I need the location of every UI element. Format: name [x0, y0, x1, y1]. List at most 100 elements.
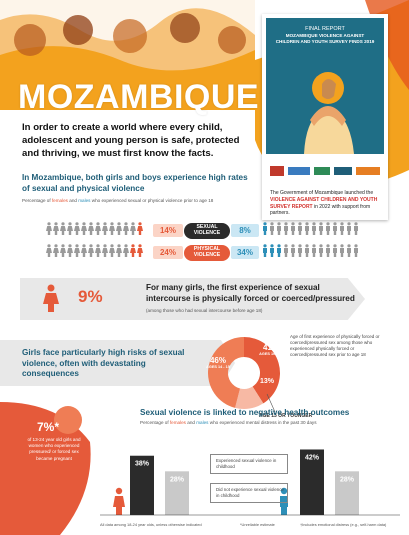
caption-females: females	[51, 198, 68, 203]
violence-caption: Percentage of females and males who expe…	[22, 198, 213, 203]
donut-age-16-17: AGES 16 - 17	[259, 352, 283, 356]
sexual-badge-line2: VIOLENCE	[193, 230, 221, 236]
female-person-icon	[53, 244, 59, 257]
donut-slice-46	[207, 337, 244, 408]
male-person-icon	[277, 222, 281, 235]
outcomes-caption-females: females	[169, 420, 186, 425]
female-person-icon	[46, 222, 52, 235]
intro-statement: In order to create a world where every c…	[22, 122, 240, 159]
outcomes-bar-chart: 38% 42% 28% 28%	[100, 449, 400, 516]
outcomes-caption-suffix: who experienced mental distress in the p…	[209, 420, 317, 425]
bar-females-experienced	[130, 455, 154, 515]
male-icons-sexual	[262, 222, 359, 235]
female-person-icon	[67, 222, 73, 235]
cover-image: FINAL REPORT MOZAMBIQUE VIOLENCE AGAINST…	[266, 18, 384, 154]
donut-label-46: 46% AGES 14 - 15	[203, 356, 233, 369]
male-person-icon	[354, 244, 358, 257]
male-person-icon	[277, 244, 281, 257]
female-person-icon	[102, 244, 108, 257]
donut-label-41: 41% AGES 16 - 17	[259, 343, 283, 356]
cover-text-after: in 2022 with support from partners.	[270, 203, 371, 217]
donut-pct-46: 46%	[209, 356, 226, 365]
female-person-icon	[102, 222, 108, 235]
male-person-icon	[326, 244, 330, 257]
female-person-icon	[60, 222, 66, 235]
sexual-violence-badge: SEXUAL VIOLENCE	[184, 223, 230, 239]
bar-females-not-experienced	[165, 471, 189, 515]
cover-text-before: The Government of Mozambique launched th…	[270, 190, 374, 196]
female-person-icon	[88, 244, 94, 257]
male-person-icon	[347, 222, 351, 235]
male-person-icon	[305, 244, 309, 257]
female-person-icon	[109, 222, 115, 235]
header-silhouettes-graphic	[0, 0, 255, 110]
female-person-icon	[123, 222, 129, 235]
outcomes-caption-males: males	[196, 420, 209, 425]
female-person-icon	[109, 244, 115, 257]
caption-and: and	[69, 198, 77, 203]
physical-badge-line1: PHYSICAL	[193, 246, 221, 253]
male-person-icon	[270, 244, 274, 257]
male-person-icon	[284, 244, 288, 257]
footer-note-left: All data among 18-24 year olds, unless o…	[100, 522, 202, 527]
cover-final-report: FINAL REPORT	[305, 26, 345, 32]
male-person-icon	[347, 244, 351, 257]
female-physical-pct: 24%	[153, 246, 183, 259]
male-person-icon	[291, 222, 295, 235]
report-cover[interactable]: FINAL REPORT MOZAMBIQUE VIOLENCE AGAINST…	[262, 14, 388, 220]
male-person-icon	[354, 222, 358, 235]
female-person-icon	[95, 244, 101, 257]
footer-note-mid: *Unreliable estimate	[240, 522, 275, 527]
male-icons-physical	[262, 244, 359, 257]
bar-value-label: 38%	[135, 461, 150, 468]
bar-males-experienced	[300, 449, 324, 515]
cover-description: The Government of Mozambique launched th…	[270, 190, 380, 217]
male-person-icon	[333, 244, 337, 257]
pregnancy-background-shape	[0, 402, 91, 535]
male-person-icon	[291, 244, 295, 257]
sexual-badge-line1: SEXUAL	[196, 224, 218, 231]
cover-illustration	[304, 72, 354, 154]
age-13-label: AGE 13 OR YOUNGER	[259, 413, 313, 419]
violence-heading: In Mozambique, both girls and boys exper…	[22, 173, 248, 194]
bar-value-label: 42%	[305, 454, 320, 461]
male-person-icon	[319, 222, 323, 235]
male-person-icon	[333, 222, 337, 235]
male-person-icon	[319, 244, 323, 257]
pregnancy-text: of 13-24 year old girls and women who ex…	[27, 437, 81, 461]
female-person-icon	[88, 222, 94, 235]
bar-males-not-experienced	[335, 471, 359, 515]
legend-experienced: Experienced sexual violence in childhood	[210, 454, 288, 474]
male-person-icon	[305, 222, 309, 235]
first-experience-caption: (among those who had sexual intercourse …	[146, 308, 263, 313]
physical-badge-line2: VIOLENCE	[193, 252, 221, 258]
caption-prefix: Percentage of	[22, 198, 51, 203]
female-person-icon	[130, 222, 136, 235]
female-person-icon	[116, 222, 122, 235]
male-person-icon	[263, 222, 267, 235]
male-physical-pct: 34%	[231, 246, 259, 259]
first-experience-pct: 9%	[78, 287, 103, 306]
first-experience-band	[20, 278, 365, 320]
female-person-icon	[123, 244, 129, 257]
female-person-icon	[137, 244, 143, 257]
male-person-icon	[312, 222, 316, 235]
donut-pct-41: 41%	[262, 343, 279, 352]
outcomes-caption-prefix: Percentage of	[140, 420, 169, 425]
female-person-icon	[74, 244, 80, 257]
first-experience-text: For many girls, the first experience of …	[146, 283, 355, 303]
age-donut-chart	[207, 337, 280, 409]
male-sexual-pct: 8%	[231, 224, 259, 237]
female-person-icon	[95, 222, 101, 235]
male-person-icon	[284, 222, 288, 235]
donut-slice-41	[244, 337, 280, 404]
girls-risk-band	[0, 340, 235, 386]
bar-value-label: 28%	[340, 476, 355, 483]
male-person-icon	[340, 244, 344, 257]
donut-slice-13	[235, 386, 264, 409]
partner-logos	[270, 166, 380, 176]
legend-not-experienced: Did not experience sexual violence in ch…	[210, 483, 288, 503]
male-person-icon	[263, 244, 267, 257]
male-person-icon	[270, 222, 274, 235]
female-person-icon	[74, 222, 80, 235]
